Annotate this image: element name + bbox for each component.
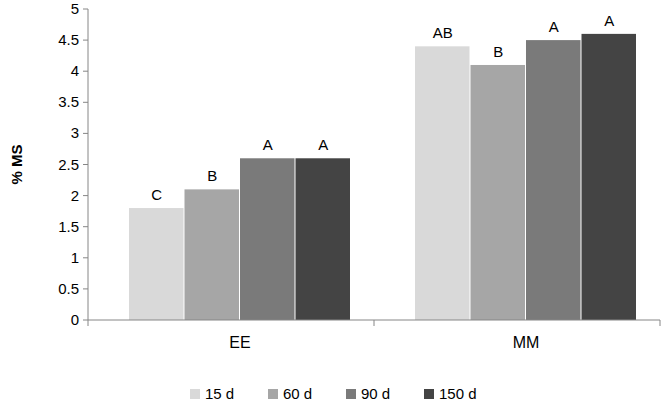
significance-letter: A: [549, 18, 559, 35]
legend-swatch: [346, 389, 356, 399]
legend-label: 60 d: [283, 385, 312, 402]
x-category-divider: [660, 320, 661, 326]
bar: [582, 34, 637, 320]
y-tick-label: 1.5: [58, 218, 79, 235]
legend-label: 90 d: [361, 385, 390, 402]
x-category-divider: [88, 320, 89, 326]
legend: 15 d 60 d 90 d 150 d: [190, 385, 477, 402]
y-tick: [83, 71, 88, 72]
y-tick-label: 0.5: [58, 280, 79, 297]
bar: [526, 40, 581, 320]
y-tick: [83, 288, 88, 289]
y-tick-label: 0: [71, 311, 79, 328]
annotations: C B A A AB B A A: [151, 12, 614, 203]
significance-letter: A: [318, 136, 328, 153]
y-tick-label: 3.5: [58, 93, 79, 110]
significance-letter: A: [604, 12, 614, 29]
y-tick: [83, 164, 88, 165]
y-axis: [88, 9, 89, 320]
x-category-divider: [374, 320, 375, 326]
y-tick: [83, 133, 88, 134]
significance-letter: B: [207, 167, 217, 184]
legend-label: 15 d: [205, 385, 234, 402]
bar: [129, 208, 184, 320]
bar: [240, 158, 295, 320]
y-tick-label: 5: [71, 0, 79, 17]
chart: 0 0.5 1 1.5 2 2.5 3 3.5 4 4.5 5 % MS C B A A AB B A A EE MM 15…: [0, 0, 668, 412]
legend-swatch: [424, 389, 434, 399]
y-tick-label: 4.5: [58, 31, 79, 48]
y-tick: [83, 226, 88, 227]
y-tick: [83, 195, 88, 196]
y-tick: [83, 320, 88, 321]
y-axis-label: % MS: [8, 144, 25, 184]
legend-swatch: [190, 389, 200, 399]
legend-swatch: [268, 389, 278, 399]
significance-letter: A: [263, 136, 273, 153]
x-tick-label: EE: [229, 334, 250, 351]
significance-letter: B: [493, 43, 503, 60]
significance-letter: AB: [433, 24, 453, 41]
bar: [415, 46, 470, 320]
bar: [185, 189, 240, 320]
y-tick: [83, 257, 88, 258]
y-tick: [83, 9, 88, 10]
bars: [129, 34, 636, 320]
y-tick-label: 3: [71, 124, 79, 141]
y-tick: [83, 40, 88, 41]
y-tick: [83, 102, 88, 103]
bar: [471, 65, 526, 320]
y-tick-label: 1: [71, 249, 79, 266]
y-tick-label: 4: [71, 62, 79, 79]
x-tick-label: MM: [513, 334, 540, 351]
y-tick-label: 2.5: [58, 156, 79, 173]
significance-letter: C: [151, 186, 162, 203]
bar: [296, 158, 351, 320]
legend-label: 150 d: [439, 385, 477, 402]
y-tick-label: 2: [71, 187, 79, 204]
